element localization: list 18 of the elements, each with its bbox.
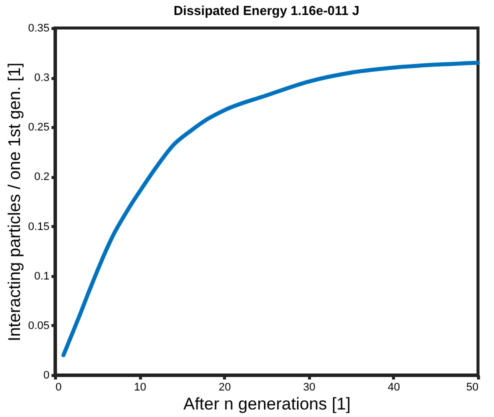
line-series — [61, 60, 480, 358]
x-tick-label: 30 — [303, 382, 316, 394]
y-tick-label: 0.25 — [28, 122, 50, 134]
y-tick-label: 0.35 — [28, 22, 50, 34]
y-tick-label: 0 — [43, 370, 50, 382]
x-tick-label: 40 — [388, 382, 400, 394]
x-tick-label: 50 — [466, 382, 478, 394]
y-tick-label: 0.1 — [34, 270, 50, 282]
x-tick-label: 0 — [56, 382, 62, 394]
y-axis-title: Interacting particles / one 1st gen. [1] — [5, 62, 24, 342]
x-tick-label: 20 — [218, 382, 231, 394]
x-axis-title: After n generations [1] — [183, 394, 351, 414]
y-tick-label: 0.15 — [28, 220, 50, 233]
y-tick-label: 0.2 — [34, 171, 50, 184]
chart-title: Dissipated Energy 1.16e-011 J — [174, 3, 360, 18]
y-tick-label: 0.3 — [34, 72, 50, 84]
y-tick-label: 0.05 — [28, 320, 50, 332]
x-tick-label: 10 — [134, 382, 146, 394]
